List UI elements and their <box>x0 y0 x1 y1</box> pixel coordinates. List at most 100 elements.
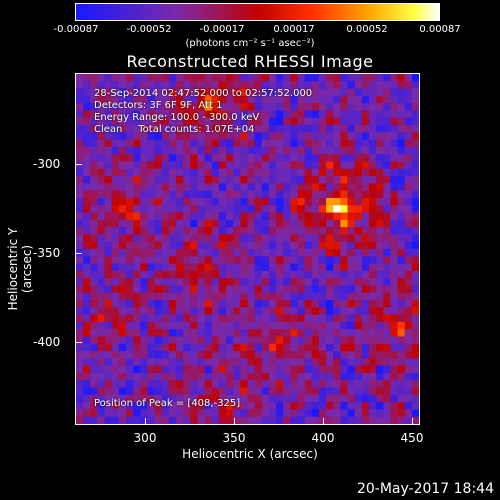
heatmap-cell <box>126 270 134 279</box>
heatmap-cell <box>111 227 120 235</box>
heatmap-cell <box>197 394 205 403</box>
heatmap-cell <box>368 176 377 184</box>
heatmap-cell <box>211 402 220 410</box>
heatmap-cell <box>168 212 177 221</box>
heatmap-cell <box>368 132 377 140</box>
heatmap-cell <box>90 190 98 199</box>
heatmap-cell <box>247 351 255 359</box>
heatmap-cell <box>147 321 155 330</box>
heatmap-cell <box>176 88 184 97</box>
heatmap-cell <box>211 263 220 272</box>
colorbar-tick-label: 0.00087 <box>419 24 461 35</box>
heatmap-cell <box>261 74 270 82</box>
heatmap-cell <box>311 307 320 315</box>
heatmap-cell <box>376 74 384 82</box>
heatmap-cell <box>368 402 377 410</box>
heatmap-cell <box>276 380 284 388</box>
heatmap-cell <box>283 74 291 82</box>
heatmap-cell <box>240 212 248 221</box>
heatmap-cell <box>133 256 141 264</box>
heatmap-cell <box>111 402 120 410</box>
heatmap-cell <box>226 343 234 352</box>
heatmap-cell <box>111 176 120 184</box>
heatmap-cell <box>218 139 227 148</box>
heatmap-cell <box>83 88 91 97</box>
heatmap-cell <box>361 270 370 279</box>
heatmap-cell <box>354 81 363 89</box>
heatmap-cell <box>140 241 148 250</box>
heatmap-cell <box>376 168 384 177</box>
heatmap-cell <box>176 307 184 315</box>
heatmap-cell <box>111 139 120 148</box>
heatmap-cell <box>240 372 248 381</box>
heatmap-cell <box>218 183 227 191</box>
heatmap-cell <box>83 300 91 308</box>
heatmap-cell <box>233 351 241 359</box>
heatmap-cell <box>404 190 413 199</box>
heatmap-cell <box>211 394 220 403</box>
heatmap-cell <box>276 110 284 119</box>
heatmap-cell <box>411 132 419 140</box>
heatmap-cell <box>247 365 255 374</box>
heatmap-cell <box>183 197 191 206</box>
heatmap-cell <box>347 394 355 403</box>
heatmap-cell <box>118 154 127 162</box>
heatmap-cell <box>83 219 91 228</box>
info-detectors: Detectors: 3F 6F 9F, Att 1 <box>94 100 223 111</box>
heatmap-cell <box>390 103 398 111</box>
heatmap-cell <box>111 263 120 272</box>
heatmap-cell <box>183 380 191 388</box>
heatmap-cell <box>368 183 377 191</box>
heatmap-cell <box>126 117 134 126</box>
heatmap-cell <box>318 234 327 243</box>
heatmap-cell <box>404 95 413 104</box>
colorbar-tick-label: 0.00017 <box>273 24 315 35</box>
heatmap-cell <box>268 110 277 119</box>
heatmap-cell <box>276 372 284 381</box>
heatmap-cell <box>404 365 413 374</box>
heatmap-cell <box>218 285 227 294</box>
heatmap-cell <box>354 176 363 184</box>
heatmap-cell <box>290 329 298 337</box>
heatmap-cell <box>161 190 170 199</box>
heatmap-cell <box>176 270 184 279</box>
heatmap-cell <box>404 409 413 418</box>
heatmap-cell <box>233 329 241 337</box>
heatmap-cell <box>97 300 105 308</box>
heatmap-cell <box>311 409 320 418</box>
heatmap-cell <box>283 270 291 279</box>
heatmap-cell <box>226 270 234 279</box>
heatmap-cell <box>283 110 291 119</box>
colorbar-tick-label: -0.00017 <box>199 24 245 35</box>
heatmap-cell <box>83 95 91 104</box>
heatmap-cell <box>83 205 91 213</box>
heatmap-cell <box>261 234 270 243</box>
heatmap-cell <box>104 190 113 199</box>
heatmap-cell <box>261 161 270 170</box>
heatmap-cell <box>226 263 234 272</box>
heatmap-cell <box>218 132 227 140</box>
heatmap-cell <box>140 351 148 359</box>
heatmap-cell <box>233 270 241 279</box>
heatmap-cell <box>140 256 148 264</box>
heatmap-cell <box>126 146 134 155</box>
heatmap-cell <box>340 88 348 97</box>
heatmap-cell <box>211 365 220 374</box>
heatmap-cell <box>340 139 348 148</box>
heatmap-cell <box>97 394 105 403</box>
heatmap-cell <box>218 394 227 403</box>
heatmap-cell <box>218 351 227 359</box>
heatmap-cell <box>304 343 313 352</box>
heatmap-cell <box>204 212 213 221</box>
heatmap-cell <box>133 234 141 243</box>
heatmap-cell <box>190 88 198 97</box>
heatmap-cell <box>204 117 213 126</box>
heatmap-cell <box>176 197 184 206</box>
heatmap-cell <box>376 263 384 272</box>
heatmap-cell <box>218 74 227 82</box>
heatmap-cell <box>326 183 334 191</box>
heatmap-cell <box>340 365 348 374</box>
heatmap-cell <box>83 197 91 206</box>
heatmap-cell <box>190 154 198 162</box>
heatmap-cell <box>354 241 363 250</box>
